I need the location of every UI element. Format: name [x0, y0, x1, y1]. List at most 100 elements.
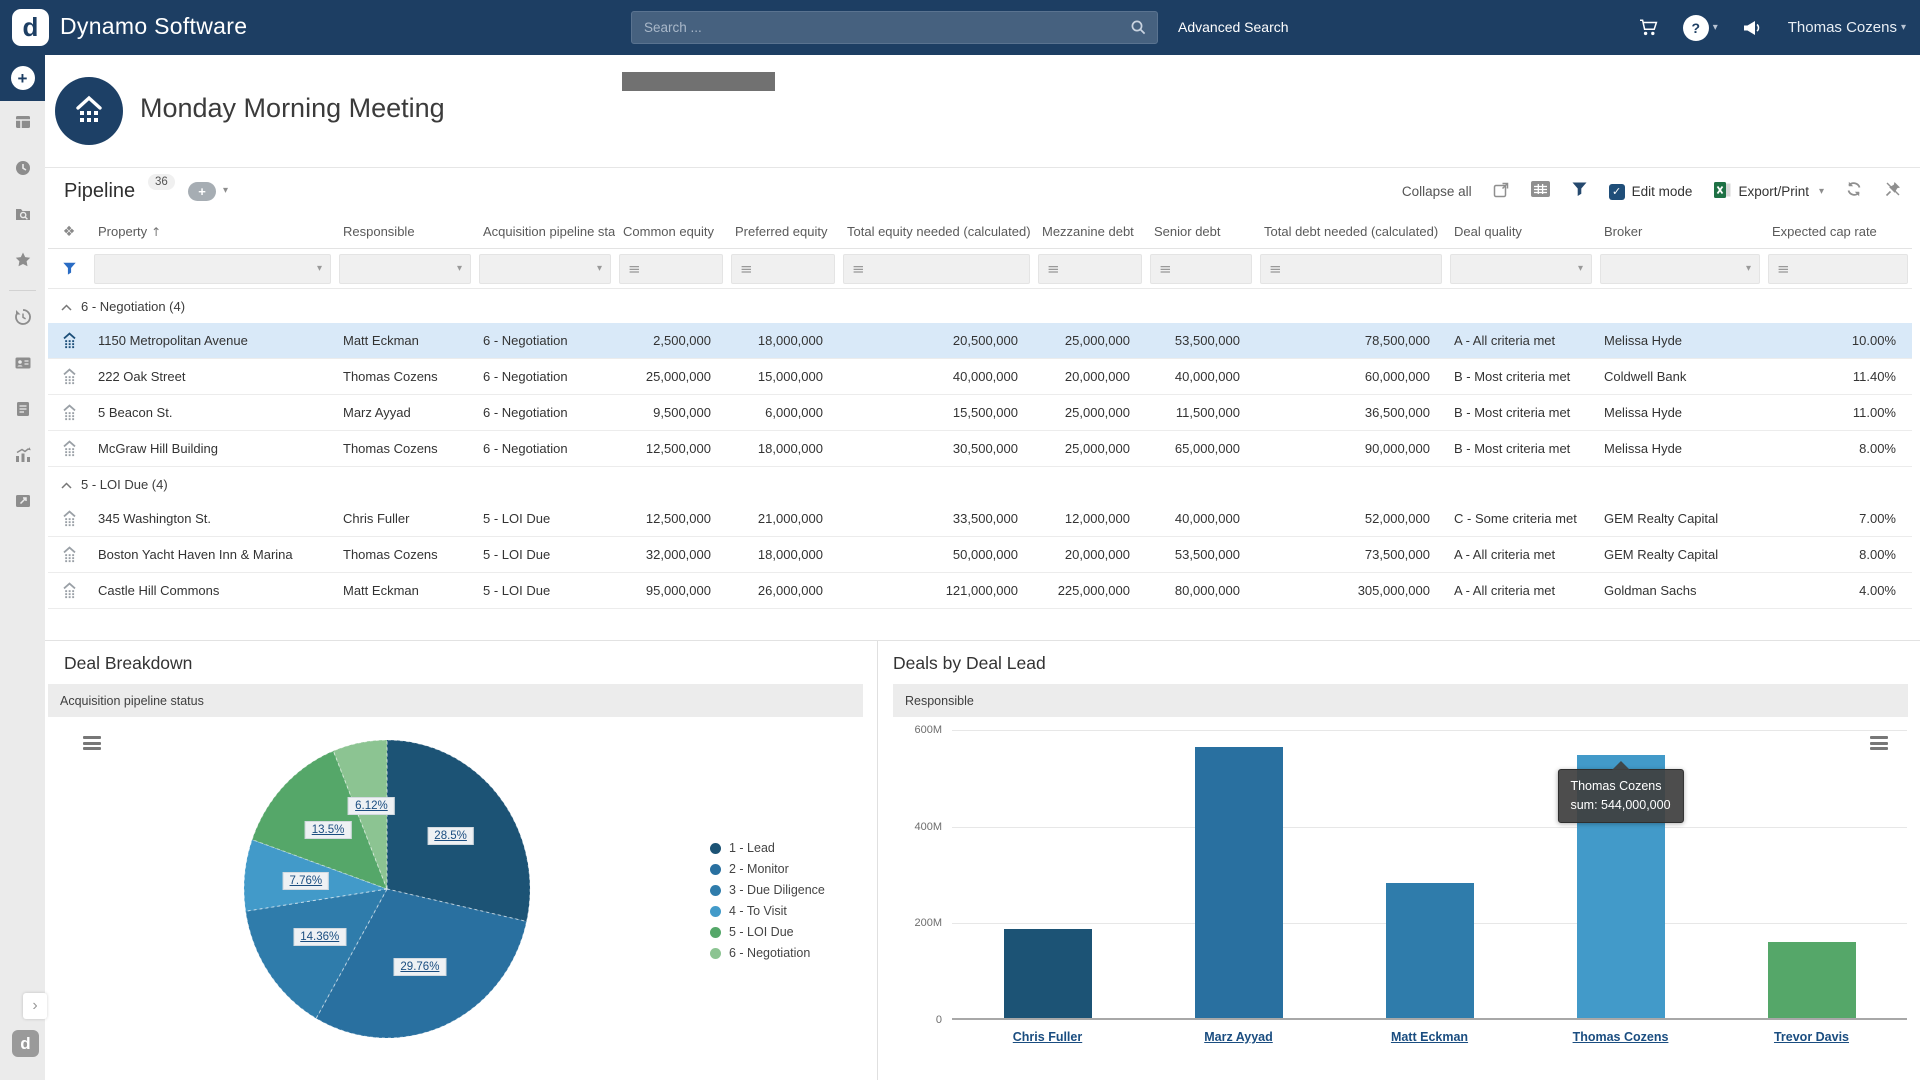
dynamo-logo[interactable]: d	[12, 9, 49, 46]
table-row-1150-metropolitan-avenue[interactable]: 1150 Metropolitan Avenue Matt Eckman 6 - N…	[48, 323, 1912, 359]
filter-row-icon-cell[interactable]	[48, 261, 90, 276]
cell-mezzanine-debt: 12,000,000	[1064, 511, 1130, 526]
table-row-5-beacon-st[interactable]: 5 Beacon St. Marz Ayyad 6 - Negotiation 9,5…	[48, 395, 1912, 431]
announcements-icon[interactable]	[1742, 19, 1764, 37]
sidebar-item-contacts[interactable]	[0, 342, 45, 388]
filter-menu[interactable]: ≡	[619, 253, 723, 284]
column-header-acquisition-pipeline-status[interactable]: Acquisition pipeline status	[475, 215, 615, 248]
bar-category-thomas-cozens[interactable]: Thomas Cozens	[1572, 1030, 1669, 1044]
search-input[interactable]	[632, 20, 1130, 35]
sidebar-item-documents[interactable]	[0, 388, 45, 434]
grid-filter-row: ▾ ▾ ▾ ≡ ≡ ≡ ≡ ≡ ≡ ▾ ▾ ≡	[48, 249, 1912, 289]
table-row-castle-hill-commons[interactable]: Castle Hill Commons Matt Eckman 5 - LOI Du…	[48, 573, 1912, 609]
user-name: Thomas Cozens	[1787, 19, 1897, 36]
help-menu[interactable]: ? ▾	[1682, 14, 1718, 41]
pie-percent-label-3-due-diligence[interactable]: 14.36%	[293, 928, 347, 946]
user-menu[interactable]: Thomas Cozens ▾	[1788, 19, 1906, 36]
filter-menu[interactable]: ≡	[1150, 253, 1252, 284]
sidebar-item-media[interactable]	[0, 480, 45, 526]
column-header-total-debt-needed-calculated[interactable]: Total debt needed (calculated)	[1256, 215, 1446, 248]
pie-percent-label-4-to-visit[interactable]: 7.76%	[282, 872, 330, 890]
table-row-345-washington-st[interactable]: 345 Washington St. Chris Fuller 5 - LOI Du…	[48, 501, 1912, 537]
sidebar-item-favorites[interactable]	[0, 239, 45, 285]
legend-item-1-lead[interactable]: 1 - Lead	[710, 841, 825, 855]
group-header-5-loi-due-4[interactable]: 5 - LOI Due (4)	[48, 467, 1912, 501]
column-header-senior-debt[interactable]: Senior debt	[1146, 215, 1256, 248]
bar-trevor-davis[interactable]	[1767, 942, 1856, 1018]
global-search[interactable]	[631, 11, 1158, 44]
column-header-property[interactable]: Property ↑	[90, 215, 335, 248]
search-icon[interactable]	[1130, 19, 1147, 36]
collapse-group-icon[interactable]	[61, 477, 72, 492]
filter-menu[interactable]: ≡	[1768, 253, 1908, 284]
filter-dropdown[interactable]: ▾	[339, 253, 471, 284]
expand-view-icon[interactable]	[1493, 181, 1510, 203]
legend-item-4-to-visit[interactable]: 4 - To Visit	[710, 904, 825, 918]
add-record-caret-icon[interactable]: ▾	[223, 185, 229, 196]
column-header-preferred-equity[interactable]: Preferred equity	[727, 215, 839, 248]
group-header-6-negotiation-4[interactable]: 6 - Negotiation (4)	[48, 289, 1912, 323]
pie-slice-3-due-diligence[interactable]	[245, 888, 388, 1020]
column-header-responsible[interactable]: Responsible	[335, 215, 475, 248]
cell-acquisition-pipeline-status: 5 - LOI Due	[483, 583, 551, 598]
table-row-mcgraw-hill-building[interactable]: McGraw Hill Building Thomas Cozens 6 - Neg…	[48, 431, 1912, 467]
column-header-total-equity-needed-calculated[interactable]: Total equity needed (calculated)	[839, 215, 1034, 248]
sidebar-item-reports[interactable]	[0, 434, 45, 480]
table-row-222-oak-street[interactable]: 222 Oak Street Thomas Cozens 6 - Negotiati…	[48, 359, 1912, 395]
bar-category-trevor-davis[interactable]: Trevor Davis	[1773, 1030, 1850, 1044]
sidebar-item-dashboards[interactable]	[0, 101, 45, 147]
unpin-icon[interactable]	[1884, 180, 1902, 203]
column-header-deal-quality[interactable]: Deal quality	[1446, 215, 1596, 248]
column-header-expected-cap-rate[interactable]: Expected cap rate	[1764, 215, 1912, 248]
filter-icon[interactable]	[1571, 181, 1588, 202]
filter-dropdown[interactable]: ▾	[1600, 253, 1760, 284]
clock-icon	[14, 159, 32, 182]
legend-item-5-loi-due[interactable]: 5 - LOI Due	[710, 925, 825, 939]
refresh-icon[interactable]	[1845, 180, 1863, 203]
pie-percent-label-6-negotiation[interactable]: 6.12%	[348, 796, 395, 815]
filter-dropdown[interactable]: ▾	[94, 253, 331, 284]
edit-mode-toggle[interactable]: ✓ Edit mode	[1608, 183, 1692, 200]
export-print-button[interactable]: Export/Print ▾	[1713, 181, 1824, 202]
sidebar-item-add[interactable]: +	[0, 55, 45, 101]
column-header-broker[interactable]: Broker	[1596, 215, 1764, 248]
pie-slice-5-loi-due[interactable]	[251, 750, 388, 890]
pie-percent-label-5-loi-due[interactable]: 13.5%	[304, 821, 352, 840]
pie-percent-label-1-lead[interactable]: 28.5%	[427, 826, 474, 845]
sidebar-item-research[interactable]	[0, 193, 45, 239]
building-icon	[48, 501, 90, 536]
pie-percent-label-2-monitor[interactable]: 29.76%	[393, 957, 447, 976]
advanced-search-link[interactable]: Advanced Search	[1178, 19, 1289, 35]
bar-category-chris-fuller[interactable]: Chris Fuller	[1012, 1030, 1083, 1044]
column-header-common-equity[interactable]: Common equity	[615, 215, 727, 248]
table-row-boston-yacht-haven-inn-marina[interactable]: Boston Yacht Haven Inn & Marina Thomas Co…	[48, 537, 1912, 573]
add-record-button[interactable]: +	[188, 182, 216, 201]
sidebar-item-history[interactable]	[0, 296, 45, 342]
filter-cell-expected-cap-rate: ≡	[1764, 253, 1912, 284]
bar-marz-ayyad[interactable]	[1194, 747, 1283, 1018]
filter-menu[interactable]: ≡	[731, 253, 835, 284]
grid-view-icon[interactable]	[1530, 181, 1550, 202]
legend-dot	[710, 842, 721, 854]
bar-category-marz-ayyad[interactable]: Marz Ayyad	[1204, 1030, 1273, 1044]
reorder-column-header[interactable]: ❖	[48, 215, 90, 248]
filter-dropdown[interactable]: ▾	[479, 253, 611, 284]
filter-menu[interactable]: ≡	[843, 253, 1030, 284]
filter-menu[interactable]: ≡	[1260, 253, 1442, 284]
chart-menu-icon[interactable]	[83, 736, 101, 753]
column-header-mezzanine-debt[interactable]: Mezzanine debt	[1034, 215, 1146, 248]
panel-expand-chevron[interactable]: ›	[23, 993, 47, 1019]
collapse-group-icon[interactable]	[61, 299, 72, 314]
legend-item-2-monitor[interactable]: 2 - Monitor	[710, 862, 825, 876]
filter-menu[interactable]: ≡	[1038, 253, 1142, 284]
cart-icon[interactable]	[1639, 18, 1659, 37]
bar-chris-fuller[interactable]	[1003, 929, 1092, 1018]
legend-item-6-negotiation[interactable]: 6 - Negotiation	[710, 946, 825, 960]
collapse-all-button[interactable]: Collapse all	[1401, 184, 1472, 199]
filter-dropdown[interactable]: ▾	[1450, 253, 1592, 284]
sidebar-item-recent[interactable]	[0, 147, 45, 193]
bar-matt-eckman[interactable]	[1385, 883, 1474, 1018]
chart-menu-icon[interactable]	[1870, 736, 1888, 753]
bar-category-matt-eckman[interactable]: Matt Eckman	[1390, 1030, 1469, 1044]
legend-item-3-due-diligence[interactable]: 3 - Due Diligence	[710, 883, 825, 897]
